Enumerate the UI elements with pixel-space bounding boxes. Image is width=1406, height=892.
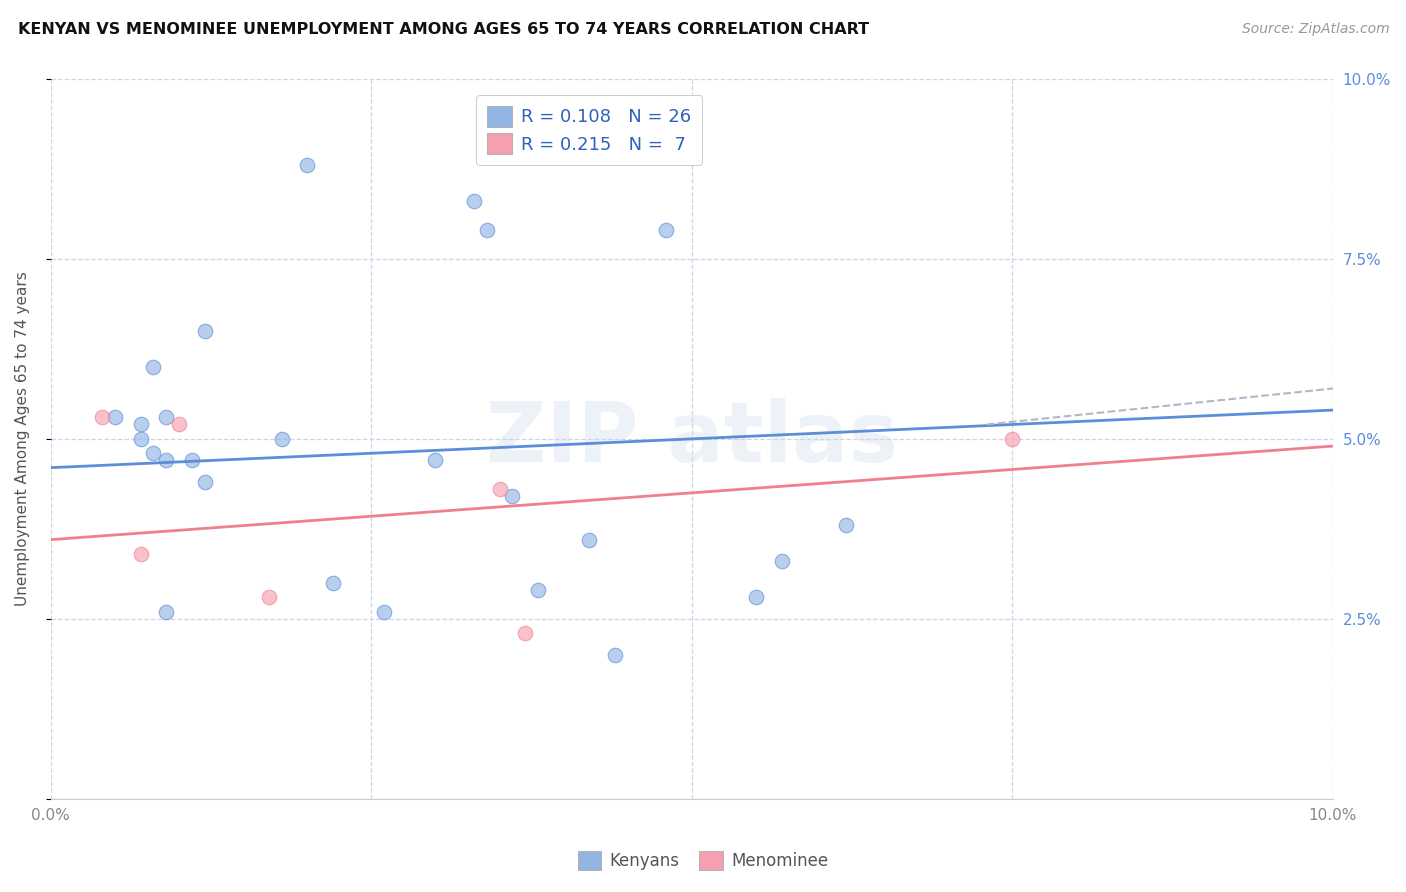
Point	[297, 158, 319, 172]
Point	[488, 482, 510, 496]
Point	[475, 223, 498, 237]
Point	[194, 475, 217, 489]
Legend: R = 0.108   N = 26, R = 0.215   N =  7: R = 0.108 N = 26, R = 0.215 N = 7	[477, 95, 703, 165]
Point	[527, 582, 550, 597]
Point	[142, 446, 165, 460]
Point	[257, 591, 280, 605]
Legend: Kenyans, Menominee: Kenyans, Menominee	[571, 844, 835, 877]
Text: Source: ZipAtlas.com: Source: ZipAtlas.com	[1241, 22, 1389, 37]
Point	[501, 490, 523, 504]
Point	[270, 432, 292, 446]
Point	[745, 591, 768, 605]
Point	[155, 605, 177, 619]
Text: ZIP atlas: ZIP atlas	[485, 399, 898, 479]
Point	[180, 453, 202, 467]
Point	[603, 648, 626, 662]
Point	[322, 575, 344, 590]
Text: KENYAN VS MENOMINEE UNEMPLOYMENT AMONG AGES 65 TO 74 YEARS CORRELATION CHART: KENYAN VS MENOMINEE UNEMPLOYMENT AMONG A…	[18, 22, 869, 37]
Point	[655, 223, 678, 237]
Point	[578, 533, 600, 547]
Point	[770, 554, 793, 568]
Point	[104, 410, 127, 425]
Point	[194, 324, 217, 338]
Point	[129, 432, 152, 446]
Point	[129, 417, 152, 432]
Point	[515, 626, 537, 640]
Point	[155, 453, 177, 467]
Point	[463, 194, 485, 209]
Point	[91, 410, 114, 425]
Y-axis label: Unemployment Among Ages 65 to 74 years: Unemployment Among Ages 65 to 74 years	[15, 271, 30, 607]
Point	[835, 518, 858, 533]
Point	[142, 359, 165, 374]
Point	[155, 410, 177, 425]
Point	[425, 453, 447, 467]
Point	[373, 605, 395, 619]
Point	[1001, 432, 1024, 446]
Point	[129, 547, 152, 561]
Point	[167, 417, 190, 432]
